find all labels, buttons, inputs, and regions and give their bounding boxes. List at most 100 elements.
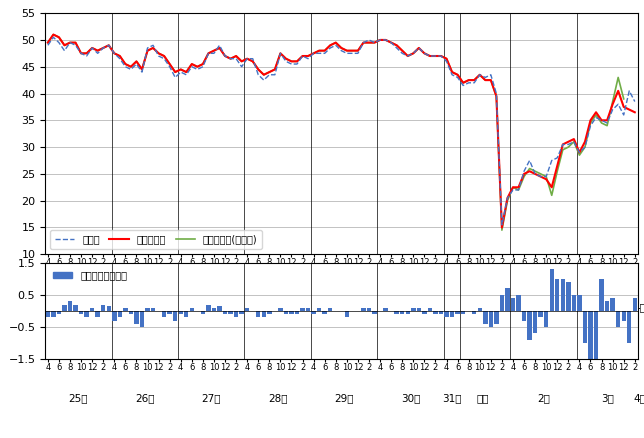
Bar — [627, 311, 632, 343]
Bar — [417, 308, 421, 311]
Bar — [516, 295, 521, 311]
Text: 2年: 2年 — [537, 303, 550, 312]
Bar — [372, 311, 377, 314]
Bar — [162, 311, 166, 318]
Bar — [400, 311, 404, 314]
Bar — [123, 308, 128, 311]
Bar — [140, 311, 144, 327]
Bar — [527, 311, 532, 340]
Bar — [555, 279, 560, 311]
Bar — [600, 279, 604, 311]
Bar — [57, 311, 61, 314]
Bar — [594, 311, 598, 359]
Text: 4年: 4年 — [634, 393, 644, 414]
Bar — [68, 301, 72, 311]
Bar — [184, 311, 189, 318]
Bar — [428, 308, 432, 311]
Bar — [178, 311, 183, 314]
Text: 28年: 28年 — [268, 393, 287, 403]
Bar — [395, 311, 399, 314]
Bar — [494, 311, 498, 324]
Bar — [461, 311, 466, 314]
Bar — [533, 311, 537, 333]
Legend: 新旧差（新－旧）: 新旧差（新－旧） — [50, 268, 130, 283]
Bar — [422, 311, 426, 314]
Bar — [500, 295, 504, 311]
Bar — [483, 311, 488, 324]
Text: 30年: 30年 — [401, 393, 421, 403]
Bar — [295, 311, 299, 314]
Bar — [605, 301, 609, 311]
Bar — [167, 311, 172, 314]
Bar — [245, 308, 249, 311]
Bar — [51, 311, 55, 318]
Bar — [306, 308, 310, 311]
Bar — [234, 311, 238, 318]
Bar — [328, 308, 332, 311]
Bar — [278, 308, 283, 311]
Bar — [189, 308, 194, 311]
Text: 27年: 27年 — [202, 393, 221, 403]
Bar — [312, 311, 316, 314]
Bar — [566, 282, 571, 311]
Text: 31年: 31年 — [442, 303, 462, 312]
Bar — [611, 298, 615, 311]
Bar — [134, 311, 138, 324]
Bar — [411, 308, 415, 311]
Bar — [112, 311, 117, 321]
Bar — [129, 311, 133, 314]
Bar — [62, 304, 67, 311]
Bar — [289, 311, 294, 314]
Bar — [433, 311, 438, 314]
Bar — [616, 311, 620, 327]
Bar — [206, 304, 211, 311]
Bar — [439, 311, 443, 314]
Bar — [489, 311, 493, 327]
Bar — [240, 311, 244, 314]
Bar — [151, 308, 155, 311]
Bar — [444, 311, 449, 318]
Bar — [383, 308, 388, 311]
Bar — [73, 304, 78, 311]
Bar — [538, 311, 543, 318]
Legend: 原系列, 季節調整値, 季節調整値(改訂前): 原系列, 季節調整値, 季節調整値(改訂前) — [50, 230, 262, 249]
Bar — [549, 269, 554, 311]
Text: 27年: 27年 — [202, 303, 221, 312]
Bar — [95, 311, 100, 318]
Bar — [46, 311, 50, 318]
Bar — [544, 311, 549, 327]
Bar — [173, 311, 177, 321]
Text: 2年: 2年 — [537, 393, 550, 403]
Text: 25年: 25年 — [68, 303, 88, 312]
Bar — [256, 311, 260, 318]
Bar — [450, 311, 454, 318]
Text: 31年: 31年 — [442, 393, 462, 403]
Bar — [90, 308, 95, 311]
Bar — [478, 308, 482, 311]
Bar — [621, 311, 626, 321]
Bar — [323, 311, 327, 314]
Text: 29年: 29年 — [334, 303, 354, 312]
Bar — [229, 311, 232, 314]
Text: 25年: 25年 — [68, 393, 88, 403]
Bar — [361, 308, 366, 311]
Bar — [300, 308, 305, 311]
Bar — [101, 304, 106, 311]
Bar — [572, 295, 576, 311]
Bar — [632, 298, 637, 311]
Bar — [506, 289, 509, 311]
Bar — [217, 306, 222, 311]
Text: 3年: 3年 — [601, 303, 614, 312]
Text: 3年: 3年 — [601, 393, 614, 403]
Bar — [577, 295, 582, 311]
Text: 4年: 4年 — [634, 303, 644, 324]
Bar — [345, 311, 349, 318]
Bar — [455, 311, 460, 314]
Bar — [588, 311, 592, 359]
Bar — [317, 308, 321, 311]
Bar — [472, 311, 477, 314]
Bar — [84, 311, 89, 318]
Bar — [201, 311, 205, 314]
Bar — [284, 311, 288, 314]
Text: 28年: 28年 — [268, 303, 287, 312]
